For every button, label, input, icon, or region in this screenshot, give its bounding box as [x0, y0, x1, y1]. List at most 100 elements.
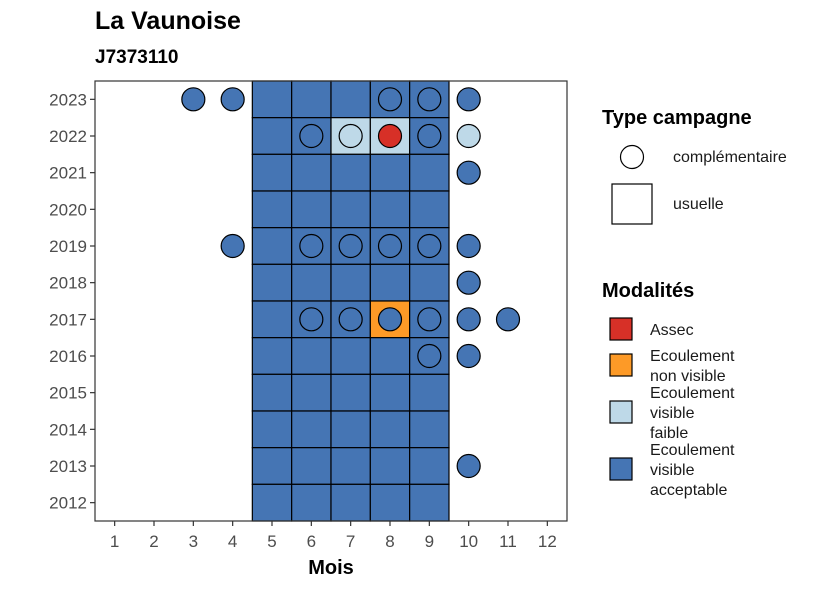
y-axis: 2012 2013 2014 2015 2016 2017 2018 2019 2020 2021…: [49, 90, 95, 513]
point-complementaire: [456, 307, 481, 332]
x-axis: 1 2 3 4 5 6 7 8 9 10 11 12: [110, 521, 557, 551]
legend-key-circle: [619, 144, 645, 170]
legend-label-modalite: Ecoulement: [650, 348, 735, 365]
panel-border: [94, 80, 568, 522]
point-complementaire: [338, 123, 363, 149]
tile-usuelle: [251, 300, 293, 339]
point-complementaire: [377, 307, 403, 332]
tile-usuelle: [251, 373, 293, 412]
tile-usuelle: [369, 337, 411, 375]
legend-key-square: [611, 183, 653, 225]
tile-usuelle: [369, 153, 411, 192]
y-tick-label: 2023: [49, 90, 87, 109]
tile-usuelle: [291, 447, 332, 485]
point-complementaire: [417, 123, 442, 149]
y-tick-label: 2015: [49, 384, 87, 403]
legend-label-type: complémentaire: [673, 149, 787, 166]
tile-usuelle: [330, 483, 371, 522]
chart-subtitle: J7373110: [95, 47, 179, 68]
tile-usuelle: [251, 117, 293, 155]
tile-usuelle: [409, 447, 450, 485]
tile-usuelle: [251, 263, 293, 302]
point-complementaire: [377, 123, 403, 149]
legend-label-modalite: acceptable: [650, 482, 727, 499]
legend-label-modalite: non visible: [650, 368, 726, 385]
y-tick-label: 2020: [49, 200, 87, 219]
tile-usuelle: [291, 80, 332, 119]
point-complementaire: [456, 453, 481, 479]
point-complementaire: [417, 87, 442, 112]
point-complementaire: [338, 233, 363, 259]
chart-title: La Vaunoise: [95, 7, 241, 35]
point-complementaire: [417, 307, 442, 332]
tile-usuelle: [251, 190, 293, 229]
legend-label-modalite: visible: [650, 405, 695, 422]
tile-usuelle: [369, 447, 411, 485]
tile-usuelle: [330, 373, 371, 412]
point-complementaire: [220, 233, 245, 259]
y-tick-label: 2022: [49, 127, 87, 146]
tile-usuelle: [291, 153, 332, 192]
tile-usuelle: [251, 447, 293, 485]
point-complementaire: [417, 233, 442, 259]
x-tick-label: 6: [307, 532, 316, 551]
tile-usuelle: [369, 373, 411, 412]
y-tick-label: 2021: [49, 164, 87, 183]
legend-label-modalite: Assec: [650, 322, 694, 339]
point-complementaire: [456, 343, 481, 369]
tile-usuelle: [409, 153, 450, 192]
legend-label-type: usuelle: [673, 196, 724, 213]
tile-usuelle: [369, 483, 411, 522]
legend-label-modalite: Ecoulement: [650, 442, 735, 459]
y-tick-label: 2012: [49, 494, 87, 513]
legend-key-modalite: [609, 400, 633, 424]
x-tick-label: 1: [110, 532, 119, 551]
tile-usuelle: [330, 447, 371, 485]
tile-usuelle: [330, 263, 371, 302]
x-tick-label: 12: [538, 532, 557, 551]
point-complementaire: [456, 233, 481, 259]
point-complementaire: [338, 307, 363, 332]
point-complementaire: [299, 233, 324, 259]
tile-usuelle: [369, 263, 411, 302]
x-tick-label: 8: [385, 532, 394, 551]
point-complementaire: [456, 270, 481, 295]
point-complementaire: [181, 87, 206, 112]
x-tick-label: 11: [499, 532, 517, 551]
plot-panel: [94, 80, 568, 522]
tile-usuelle: [330, 337, 371, 375]
tile-usuelle: [291, 373, 332, 412]
point-complementaire: [456, 87, 481, 112]
tile-usuelle: [251, 153, 293, 192]
legend-title-type-campagne: Type campagne: [602, 107, 752, 129]
x-tick-label: 7: [346, 532, 355, 551]
tile-usuelle: [330, 153, 371, 192]
tile-usuelle: [291, 263, 332, 302]
legend-key-modalite: [609, 317, 633, 341]
x-tick-label: 10: [459, 532, 478, 551]
x-axis-title: Mois: [308, 557, 354, 579]
x-tick-label: 2: [149, 532, 158, 551]
tile-usuelle: [409, 373, 450, 412]
point-complementaire: [377, 87, 403, 112]
tile-usuelle: [251, 410, 293, 449]
tile-usuelle: [330, 80, 371, 119]
point-complementaire: [299, 307, 324, 332]
tile-usuelle: [251, 483, 293, 522]
point-complementaire: [456, 123, 481, 149]
tile-usuelle: [409, 263, 450, 302]
tile-usuelle: [291, 410, 332, 449]
tile-usuelle: [330, 190, 371, 229]
y-tick-label: 2016: [49, 347, 87, 366]
y-tick-label: 2013: [49, 457, 87, 476]
tile-usuelle: [291, 483, 332, 522]
y-tick-label: 2017: [49, 310, 87, 329]
point-complementaire: [417, 343, 442, 369]
tile-usuelle: [369, 190, 411, 229]
legend-label-modalite: visible: [650, 462, 695, 479]
point-complementaire: [220, 87, 245, 112]
y-tick-label: 2014: [49, 420, 87, 439]
tile-usuelle: [251, 227, 293, 265]
x-tick-label: 3: [189, 532, 198, 551]
